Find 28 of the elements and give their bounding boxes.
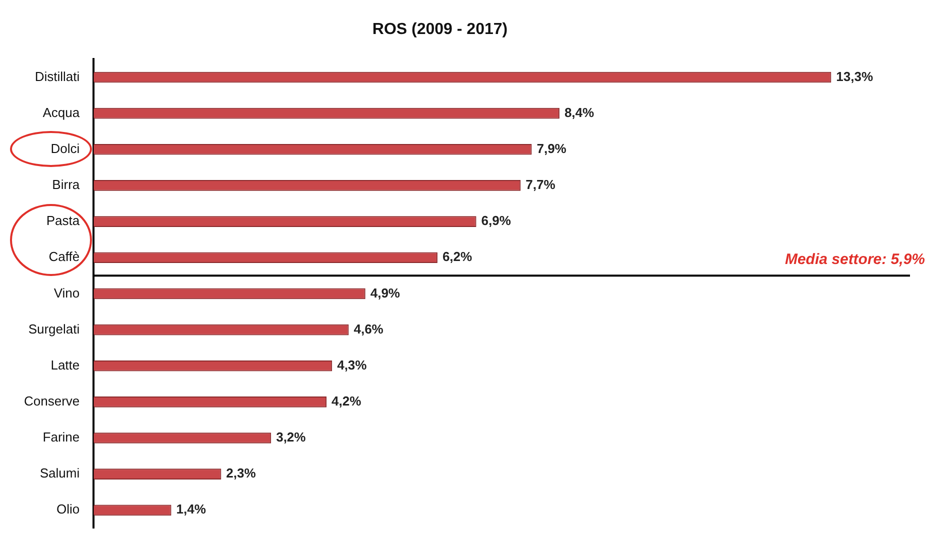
y-tick-label: Farine bbox=[42, 430, 80, 445]
y-tick-label: Olio bbox=[56, 502, 80, 517]
y-tick-label: Caffè bbox=[48, 249, 80, 264]
data-label: 4,6% bbox=[354, 321, 384, 336]
chart-title: ROS (2009 - 2017) bbox=[372, 21, 508, 38]
annotation: Media settore: 5,9% bbox=[784, 250, 925, 268]
y-tick-label: Birra bbox=[52, 177, 80, 192]
data-label: 6,2% bbox=[442, 249, 473, 264]
y-tick-label: Acqua bbox=[42, 104, 80, 120]
y-tick-label: Pasta bbox=[46, 213, 80, 228]
data-label: 8,4% bbox=[564, 104, 595, 120]
data-label: 6,9% bbox=[481, 213, 512, 228]
data-label: 13,3% bbox=[836, 68, 874, 84]
y-tick-label: Salumi bbox=[40, 466, 80, 481]
y-tick-label: Dolci bbox=[50, 140, 80, 156]
data-label: 4,2% bbox=[332, 394, 362, 409]
y-tick-label: Conserve bbox=[24, 394, 80, 409]
y-tick-label: Surgelati bbox=[28, 321, 80, 336]
y-tick-label: Distillati bbox=[34, 68, 80, 84]
data-label: 4,9% bbox=[370, 285, 400, 300]
data-label: 1,4% bbox=[176, 502, 206, 517]
y-tick-label: Latte bbox=[50, 357, 80, 372]
data-label: 2,3% bbox=[226, 466, 256, 481]
y-tick-label: Vino bbox=[54, 285, 80, 300]
data-label: 7,7% bbox=[526, 177, 556, 192]
data-label: 7,9% bbox=[536, 140, 567, 156]
data-label: 3,2% bbox=[276, 430, 306, 445]
data-label: 4,3% bbox=[337, 357, 368, 372]
